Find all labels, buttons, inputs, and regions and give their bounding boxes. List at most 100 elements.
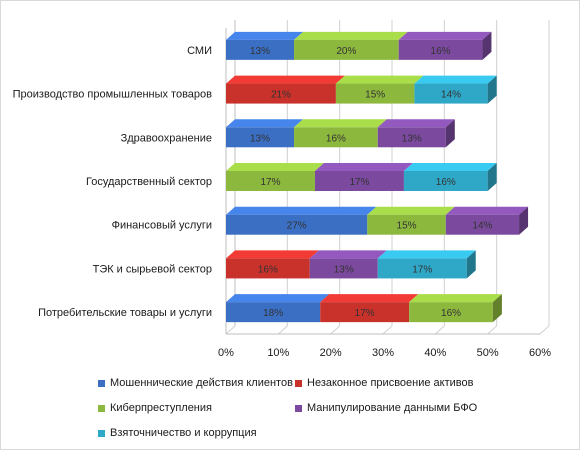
bar-segment — [226, 214, 368, 235]
bar-segment — [226, 127, 295, 148]
data-label: 14% — [441, 90, 461, 101]
bar-segment — [414, 83, 488, 104]
bar-segment-top — [377, 119, 455, 128]
bar-segment-top — [294, 31, 408, 40]
bar-segment-top — [409, 294, 502, 303]
bar-segment-top — [226, 163, 324, 171]
bar-segment-top — [445, 206, 529, 215]
floor-gridline — [487, 325, 497, 335]
bar-segment-top — [226, 294, 330, 303]
x-tick-label: 30% — [372, 347, 394, 359]
category-label: Здравоохранение — [121, 132, 212, 144]
legend-swatch — [295, 379, 302, 387]
bar-segment — [377, 258, 467, 279]
data-label: 16% — [326, 133, 346, 144]
data-label: 27% — [287, 221, 307, 232]
bar-segment-top — [226, 31, 304, 40]
bar-segment-top — [398, 31, 492, 40]
category-label: Производство промышленных товаров — [13, 89, 213, 101]
floor-gridline — [382, 325, 393, 335]
legend-swatch — [98, 404, 105, 412]
bar-segment-top — [226, 75, 345, 84]
bar-end-face — [482, 31, 492, 60]
bar-segment — [226, 258, 310, 279]
bar-segment — [314, 171, 404, 191]
legend-swatch — [98, 429, 105, 437]
category-label: Потребительские товары и услуги — [38, 307, 212, 319]
bar-end-face — [487, 75, 497, 104]
floor-gridline — [539, 325, 550, 335]
data-label: 13% — [334, 264, 354, 275]
legend-swatch — [295, 404, 302, 412]
bar-segment — [320, 302, 410, 323]
legend-label: Взяточничество и коррупция — [110, 427, 257, 439]
x-tick-label: 60% — [529, 347, 551, 359]
bar-segment-top — [403, 163, 497, 171]
bar-segment-top — [335, 75, 424, 84]
bar-end-face — [466, 250, 476, 279]
category-label: Финансовый услуги — [112, 220, 212, 232]
bar-segment — [335, 83, 415, 104]
data-label: 16% — [431, 46, 451, 57]
legend-swatch — [98, 379, 105, 387]
bar-end-face — [487, 163, 497, 191]
bar-end-face — [492, 294, 502, 323]
bar-segment-top — [294, 119, 387, 128]
bar-segment-top — [377, 250, 476, 259]
bar-segment — [409, 302, 493, 323]
bar-segment-top — [320, 294, 419, 303]
data-label: 13% — [250, 133, 270, 144]
legend-label: Мошеннические действия клиентов — [110, 377, 293, 389]
x-tick-label: 10% — [267, 347, 289, 359]
x-tick-label: 20% — [320, 347, 342, 359]
floor-gridline — [278, 325, 288, 335]
data-label: 17% — [412, 264, 432, 275]
bar-segment-top — [314, 163, 413, 171]
legend-label: Киберпреступления — [110, 402, 212, 414]
floor-gridline — [330, 325, 340, 335]
bar-segment — [445, 214, 520, 235]
data-label: 14% — [472, 221, 492, 232]
x-tick-label: 40% — [424, 347, 446, 359]
bar-segment-top — [309, 250, 387, 259]
data-label: 17% — [349, 177, 369, 188]
floor-gridline — [435, 325, 445, 335]
data-label: 13% — [402, 133, 422, 144]
data-label: 15% — [365, 90, 385, 101]
category-label: ТЭК и сырьевой сектор — [93, 263, 212, 275]
legend-item: Незаконное присвоение активов — [295, 377, 473, 389]
legend-label: Манипулирование данными БФО — [307, 402, 478, 414]
data-label: 13% — [250, 46, 270, 57]
legend-label: Незаконное присвоение активов — [307, 377, 474, 389]
bar-segment — [226, 302, 321, 323]
x-tick-label: 50% — [477, 347, 499, 359]
bar-segment — [309, 258, 378, 279]
bar-segment-top — [367, 206, 455, 215]
data-label: 16% — [436, 177, 456, 188]
data-label: 21% — [271, 90, 291, 101]
legend-item: Мошеннические действия клиентов — [98, 377, 293, 389]
stacked-bar-chart: 0% 10% 20% 30% 40% 50% 60% СМИ 13% 20% 16% Производ… — [13, 20, 551, 359]
bar-segment — [294, 127, 378, 148]
category-label: СМИ — [187, 45, 212, 57]
bar-segment — [226, 171, 315, 191]
data-label: 15% — [397, 221, 417, 232]
bar-segment — [398, 39, 483, 60]
bar-segment-top — [226, 250, 319, 259]
bar-segment — [403, 171, 488, 191]
bar-segment — [377, 127, 446, 148]
data-label: 16% — [258, 264, 278, 275]
bar-end-face — [445, 119, 455, 148]
bar-segment — [367, 214, 446, 235]
category-label: Государственный сектор — [86, 176, 212, 188]
data-label: 16% — [441, 308, 461, 319]
data-label: 18% — [263, 308, 283, 319]
data-label: 17% — [355, 308, 375, 319]
x-tick-label: 0% — [218, 347, 234, 359]
bar-segment — [226, 39, 295, 60]
bar-segment — [294, 39, 399, 60]
data-label: 20% — [336, 46, 356, 57]
legend-item: Киберпреступления — [98, 402, 212, 414]
floor-gridline — [225, 325, 236, 335]
bar-segment — [226, 83, 336, 104]
